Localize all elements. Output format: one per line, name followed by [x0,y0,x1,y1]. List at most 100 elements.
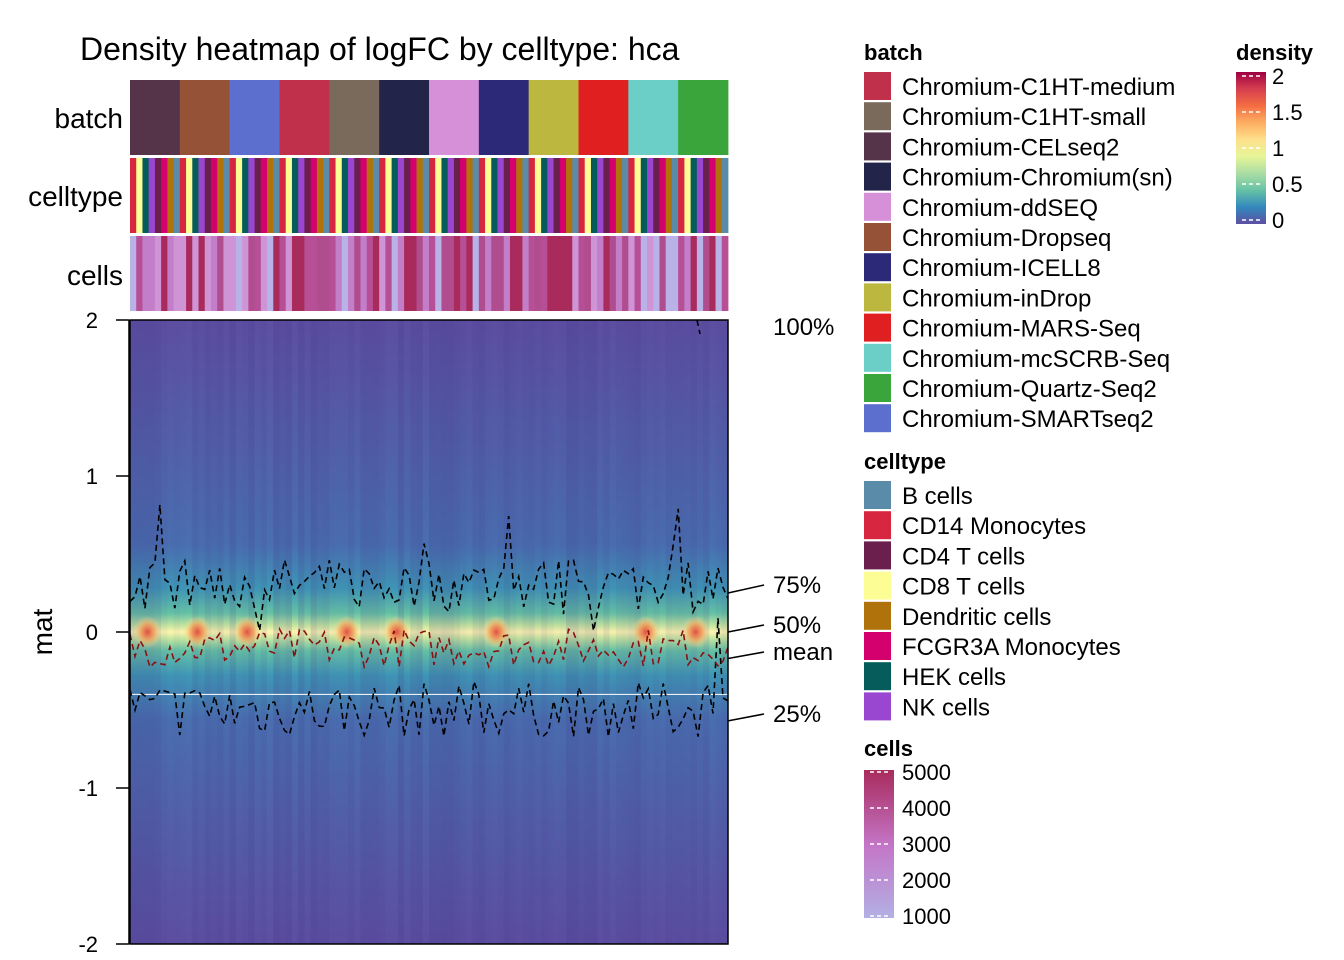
y-axis: 2 1 0 -1 -2 [78,308,130,957]
heatmap-column-shade [466,320,474,944]
batch-cell [229,80,280,155]
legend-label: CD8 T cells [902,574,1025,601]
heatmap-column [179,320,187,944]
cells-cell [304,236,312,311]
cells-cell [410,236,417,311]
legend-swatch [864,511,891,540]
colorbar-label: 0 [1272,208,1284,233]
chart-title: Density heatmap of logFC by celltype: hc… [80,31,680,67]
legend-label: Chromium-ICELL8 [902,255,1101,282]
celltype-cell [597,158,604,233]
cells-cell [622,236,629,311]
heatmap-column [597,320,604,944]
legend-swatch [864,692,891,721]
heatmap-column-shade [167,320,174,944]
celltype-cell [622,158,629,233]
heatmap-column [223,320,231,944]
heatmap-column [304,320,312,944]
cells-cell [379,236,386,311]
legend-celltype-title: celltype [864,449,946,474]
cells-cell [273,236,280,311]
cells-cell [130,236,137,311]
cells-cell [186,236,193,311]
celltype-cell [572,158,579,233]
q100-line [696,320,701,335]
legend-swatch [864,72,891,100]
heatmap-column [323,320,330,944]
celltype-cell [341,158,349,233]
celltype-cell [404,158,411,233]
heatmap-column-shade [590,320,598,944]
colorbar-label: 3000 [902,832,951,857]
heatmap-column [528,320,536,944]
heatmap-column-shade [323,320,330,944]
batch-cell [179,80,231,155]
celltype-cell [366,158,374,233]
heatmap-column-shade [541,320,548,944]
heatmap-column [379,320,386,944]
heatmap-column-shade [379,320,386,944]
celltype-cell [242,158,249,233]
heatmap-column [622,320,629,944]
batch-cell [379,80,430,155]
cells-cell [316,236,324,311]
celltype-cell [603,158,611,233]
heatmap-column-shade [709,320,716,944]
heatmap-column-shade [554,320,561,944]
legend-label: Chromium-Quartz-Seq2 [902,376,1157,403]
batch-cell [628,80,679,155]
heatmap-column-shade [273,320,280,944]
heatmap-column [509,320,517,944]
celltype-cell [279,158,287,233]
heatmap-column [416,320,424,944]
cells-cell [640,236,648,311]
q25-line [130,618,728,738]
celltype-cell [516,158,523,233]
cells-cell [547,236,554,311]
celltype-cell [659,158,667,233]
celltype-cell [584,158,592,233]
heatmap-column-shade [310,320,318,944]
celltype-cell [497,158,505,233]
cells-cell [210,236,218,311]
heatmap-body [130,320,728,944]
heatmap-column [609,320,617,944]
legend-cells: cells 5000 4000 3000 2000 1000 [864,736,951,929]
quantile-label: mean [773,639,833,666]
cells-cell [516,236,523,311]
quantile-connector [727,624,765,633]
cells-cell [354,236,361,311]
heatmap-column [628,320,635,944]
celltype-cell [416,158,424,233]
heatmap-column-shade [161,320,168,944]
y-axis-label: mat [27,608,58,655]
legend-label: Dendritic cells [902,604,1051,631]
cells-cell [628,236,635,311]
celltype-cell [260,158,268,233]
legend-label: FCGR3A Monocytes [902,634,1121,661]
density-hotspot [332,616,361,648]
legend-swatch [864,541,891,570]
legend-swatch [864,313,891,342]
y-tick-label: 1 [86,464,98,489]
celltype-cell [335,158,343,233]
cells-cell [235,236,243,311]
batch-cell [478,80,530,155]
cells-cell [491,236,498,311]
celltype-cell [229,158,237,233]
heatmap-column [559,320,567,944]
cells-cell [566,236,573,311]
legend-swatch [864,223,891,251]
heatmap-column-shade [298,320,305,944]
cells-cell [391,236,399,311]
celltype-cell [130,158,137,233]
heatmap-column-shade [572,320,579,944]
cells-cell [466,236,474,311]
heatmap-column [478,320,486,944]
cells-cell [136,236,143,311]
heatmap-column [441,320,449,944]
celltype-cell [671,158,679,233]
cells-cell [541,236,548,311]
heatmap-column-shade [130,320,137,944]
heatmap-column-shade [516,320,523,944]
